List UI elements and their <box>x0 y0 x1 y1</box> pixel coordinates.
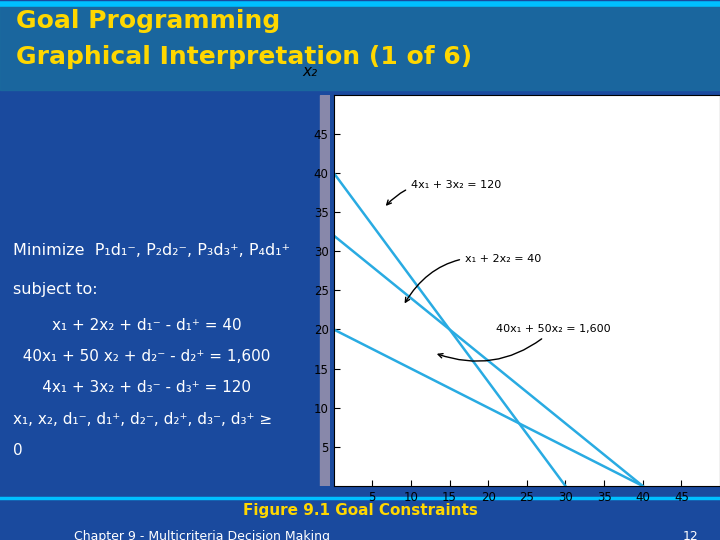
Text: x₁ + 2x₂ = 40: x₁ + 2x₂ = 40 <box>405 254 541 302</box>
Text: 40x₁ + 50x₂ = 1,600: 40x₁ + 50x₂ = 1,600 <box>438 325 611 361</box>
Text: 4x₁ + 3x₂ + d₃⁻ - d₃⁺ = 120: 4x₁ + 3x₂ + d₃⁻ - d₃⁺ = 120 <box>13 380 251 395</box>
Text: 12: 12 <box>683 530 698 540</box>
Text: 0: 0 <box>13 443 23 458</box>
Text: Chapter 9 - Multicriteria Decision Making: Chapter 9 - Multicriteria Decision Makin… <box>73 530 330 540</box>
Text: x₁, x₂, d₁⁻, d₁⁺, d₂⁻, d₂⁺, d₃⁻, d₃⁺ ≥: x₁, x₂, d₁⁻, d₁⁺, d₂⁻, d₂⁺, d₃⁻, d₃⁺ ≥ <box>13 411 272 427</box>
Text: subject to:: subject to: <box>13 282 98 298</box>
Text: Goal Programming: Goal Programming <box>16 10 280 33</box>
Y-axis label: x₂: x₂ <box>303 64 318 79</box>
Text: Figure 9.1 Goal Constraints: Figure 9.1 Goal Constraints <box>243 503 477 518</box>
Text: 4x₁ + 3x₂ = 120: 4x₁ + 3x₂ = 120 <box>387 179 501 205</box>
Text: x₁ + 2x₂ + d₁⁻ - d₁⁺ = 40: x₁ + 2x₂ + d₁⁻ - d₁⁺ = 40 <box>13 318 242 333</box>
Bar <box>320 94 330 486</box>
Text: Minimize  P₁d₁⁻, P₂d₂⁻, P₃d₃⁺, P₄d₁⁺: Minimize P₁d₁⁻, P₂d₂⁻, P₃d₃⁺, P₄d₁⁺ <box>13 243 290 258</box>
Text: 40x₁ + 50 x₂ + d₂⁻ - d₂⁺ = 1,600: 40x₁ + 50 x₂ + d₂⁻ - d₂⁺ = 1,600 <box>13 349 271 364</box>
Text: Graphical Interpretation (1 of 6): Graphical Interpretation (1 of 6) <box>16 45 472 69</box>
